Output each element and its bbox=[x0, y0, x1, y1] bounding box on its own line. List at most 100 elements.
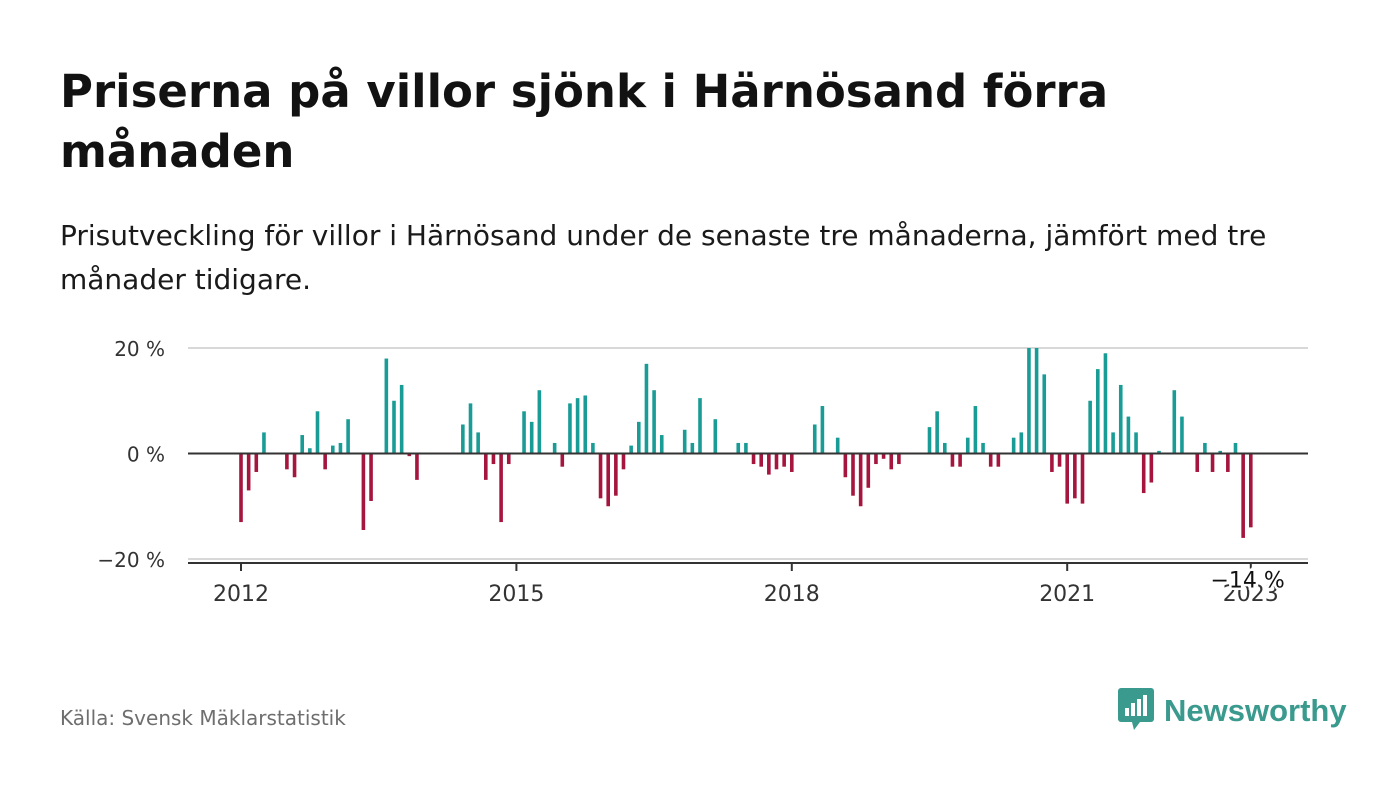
bar bbox=[1050, 453, 1054, 472]
bar bbox=[484, 453, 488, 480]
bar bbox=[843, 453, 848, 478]
bar bbox=[889, 453, 894, 470]
x-tick-label: 2023 bbox=[1223, 582, 1279, 607]
bar bbox=[1088, 400, 1092, 454]
bar bbox=[736, 442, 741, 454]
bar bbox=[973, 406, 978, 454]
bar bbox=[958, 453, 962, 467]
bar bbox=[468, 403, 473, 454]
bar bbox=[369, 453, 373, 501]
bar bbox=[300, 435, 304, 454]
bar bbox=[790, 453, 794, 472]
bar bbox=[682, 429, 687, 454]
label-layer: 20 % 0 % −20 % 2012 2015 2018 2021 2023−14 % bbox=[97, 337, 1287, 607]
bar bbox=[812, 424, 817, 454]
y-tick-label: 20 % bbox=[114, 337, 165, 361]
bar bbox=[1226, 453, 1230, 472]
bar bbox=[308, 448, 312, 454]
bar bbox=[835, 437, 840, 454]
bar bbox=[690, 442, 695, 454]
bar bbox=[1241, 453, 1245, 538]
bar bbox=[522, 411, 526, 454]
bar bbox=[767, 453, 771, 475]
bar bbox=[1149, 453, 1154, 483]
bar bbox=[338, 442, 343, 454]
bar bbox=[1210, 453, 1215, 472]
bar bbox=[568, 403, 572, 454]
bar bbox=[935, 411, 939, 454]
bar bbox=[996, 453, 1001, 467]
bar bbox=[858, 453, 863, 507]
source-note: Källa: Svensk Mäklarstatistik bbox=[60, 706, 346, 730]
bar bbox=[713, 419, 718, 454]
bar bbox=[1027, 348, 1031, 454]
bar bbox=[246, 453, 251, 491]
grid-layer bbox=[188, 347, 1308, 560]
x-tick-label: 2015 bbox=[488, 582, 544, 607]
bar bbox=[1042, 374, 1047, 454]
bar bbox=[591, 442, 595, 454]
bar bbox=[1011, 437, 1016, 454]
bar bbox=[629, 445, 633, 454]
bar bbox=[1195, 453, 1200, 472]
axis-layer bbox=[188, 452, 1308, 571]
bar bbox=[476, 432, 480, 454]
bar bbox=[1057, 453, 1062, 467]
bars-layer bbox=[239, 348, 1253, 538]
bar bbox=[1111, 432, 1115, 454]
bar bbox=[560, 453, 565, 467]
bar bbox=[950, 453, 955, 467]
bar bbox=[1141, 453, 1146, 494]
bar bbox=[981, 442, 985, 454]
bar bbox=[1233, 442, 1238, 454]
newsworthy-brand[interactable]: Newsworthy bbox=[1118, 688, 1347, 734]
bar bbox=[384, 358, 389, 454]
bar bbox=[1019, 432, 1024, 454]
bar bbox=[606, 453, 610, 507]
bar bbox=[652, 390, 656, 454]
bar bbox=[315, 411, 320, 454]
chart-title: Priserna på villor sjönk i Härnösand för… bbox=[60, 65, 1109, 178]
bar bbox=[759, 453, 763, 467]
newsworthy-wordmark: Newsworthy bbox=[1164, 693, 1347, 728]
bar bbox=[331, 445, 335, 454]
bar bbox=[1080, 453, 1085, 504]
bar bbox=[943, 442, 947, 454]
bar bbox=[1203, 442, 1207, 454]
bar bbox=[614, 453, 618, 496]
bar bbox=[659, 435, 664, 454]
bar bbox=[621, 453, 626, 470]
bar bbox=[897, 453, 901, 465]
bar bbox=[881, 453, 886, 459]
bar bbox=[1218, 450, 1222, 454]
bar bbox=[1096, 369, 1100, 454]
bar bbox=[499, 453, 503, 523]
bar bbox=[1103, 353, 1108, 454]
bar bbox=[346, 419, 350, 454]
bar bbox=[644, 363, 649, 454]
bar bbox=[866, 453, 871, 488]
bar bbox=[491, 453, 496, 465]
bar bbox=[927, 427, 932, 454]
chart-subtitle: Prisutveckling för villor i Härnösand un… bbox=[60, 219, 1267, 296]
newsworthy-logo-icon bbox=[1118, 688, 1154, 734]
bar bbox=[1118, 384, 1123, 454]
bar bbox=[415, 453, 419, 480]
bar bbox=[529, 421, 534, 454]
bar bbox=[239, 453, 243, 523]
bar bbox=[874, 453, 878, 465]
bar bbox=[323, 453, 327, 470]
bar bbox=[407, 453, 412, 457]
bar bbox=[1172, 390, 1177, 454]
bar bbox=[598, 453, 603, 499]
bar bbox=[1034, 348, 1039, 454]
bar bbox=[1065, 453, 1069, 504]
x-tick-label: 2021 bbox=[1039, 582, 1095, 607]
bar bbox=[1134, 432, 1138, 454]
bar bbox=[254, 453, 259, 472]
bar bbox=[637, 421, 641, 454]
y-tick-label: −20 % bbox=[97, 548, 165, 572]
x-tick-label: 2012 bbox=[213, 582, 269, 607]
bar bbox=[1073, 453, 1077, 499]
